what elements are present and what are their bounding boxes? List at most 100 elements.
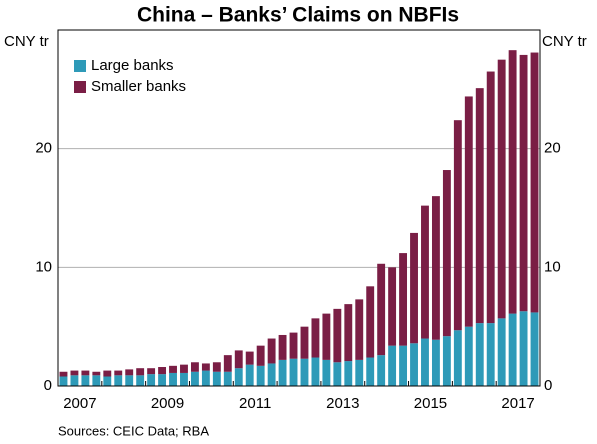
bar xyxy=(245,351,254,365)
bar xyxy=(136,375,145,386)
bar xyxy=(300,358,309,386)
bar xyxy=(431,196,440,340)
x-tick-label: 2007 xyxy=(63,395,96,412)
bar xyxy=(344,361,353,386)
bar xyxy=(497,59,506,319)
bar xyxy=(421,205,429,339)
bar xyxy=(245,364,254,386)
bar xyxy=(464,326,473,386)
bar xyxy=(267,363,276,386)
y2-tick-label: 10 xyxy=(544,258,561,275)
bar xyxy=(508,50,517,314)
bar xyxy=(497,318,506,386)
bar xyxy=(475,323,484,386)
bar xyxy=(81,375,90,386)
bar xyxy=(410,343,418,386)
bar xyxy=(278,359,287,386)
bar xyxy=(147,374,156,386)
bar xyxy=(234,368,243,386)
bar xyxy=(169,372,177,386)
bar xyxy=(289,358,298,386)
y2-tick-label: 0 xyxy=(544,377,552,394)
bar xyxy=(92,371,101,376)
bar xyxy=(223,355,232,372)
chart-title: China – Banks’ Claims on NBFIs xyxy=(137,4,459,27)
bar xyxy=(201,363,210,371)
bar xyxy=(322,313,331,360)
y-tick-label: 10 xyxy=(35,258,52,275)
bar xyxy=(333,308,342,363)
plot-frame xyxy=(57,29,541,387)
bar xyxy=(355,359,364,386)
bar xyxy=(355,299,364,360)
bar xyxy=(464,96,473,327)
bar xyxy=(180,372,188,386)
bar xyxy=(180,364,188,373)
bar xyxy=(234,350,243,369)
bar xyxy=(256,345,265,366)
bar xyxy=(136,368,145,376)
bar xyxy=(421,338,429,386)
bar xyxy=(103,376,112,386)
bar xyxy=(201,370,210,386)
bar xyxy=(147,368,156,375)
bar xyxy=(388,345,397,386)
bar xyxy=(530,312,539,386)
bar xyxy=(453,330,462,386)
bar xyxy=(81,370,90,376)
bar xyxy=(475,88,484,324)
bar xyxy=(289,332,298,359)
bar xyxy=(366,357,375,386)
bar xyxy=(519,54,528,312)
bar xyxy=(223,371,232,386)
y2-tick-label: 20 xyxy=(544,140,561,157)
bar xyxy=(508,313,517,386)
bar xyxy=(311,357,320,386)
bar xyxy=(322,359,331,386)
legend-swatch xyxy=(74,81,86,93)
bar xyxy=(377,263,386,356)
bar xyxy=(190,362,199,372)
bar xyxy=(410,232,418,344)
bar xyxy=(442,170,451,337)
bar xyxy=(311,318,320,358)
bar xyxy=(158,374,167,386)
bar xyxy=(377,355,386,386)
bar xyxy=(70,370,79,376)
bar xyxy=(300,326,309,359)
bar xyxy=(114,370,123,376)
y2-axis-label: CNY tr xyxy=(542,33,587,50)
bar xyxy=(70,375,79,386)
bar xyxy=(59,376,68,386)
bar xyxy=(388,267,397,346)
bar xyxy=(399,345,408,386)
bar xyxy=(431,339,440,386)
bar xyxy=(125,375,134,386)
legend-label: Large banks xyxy=(91,57,174,74)
x-tick-label: 2009 xyxy=(151,395,184,412)
bar xyxy=(486,323,495,386)
bar xyxy=(158,367,167,375)
bar xyxy=(333,362,342,386)
bar xyxy=(125,369,134,376)
bar xyxy=(114,375,123,386)
y-tick-label: 20 xyxy=(35,140,52,157)
bar xyxy=(278,334,287,360)
bar xyxy=(92,375,101,386)
y-axis-label: CNY tr xyxy=(4,33,49,50)
bar xyxy=(519,311,528,386)
x-tick-label: 2011 xyxy=(239,395,271,412)
bar xyxy=(344,304,353,362)
y-tick-label: 0 xyxy=(44,377,52,394)
bar xyxy=(267,338,276,364)
x-tick-label: 2017 xyxy=(501,395,534,412)
bar xyxy=(366,286,375,358)
bar xyxy=(59,371,68,377)
x-tick-label: 2013 xyxy=(326,395,359,412)
legend-label: Smaller banks xyxy=(91,78,186,95)
source: Sources: CEIC Data; RBA xyxy=(58,423,209,438)
bar xyxy=(453,120,462,331)
bar xyxy=(103,370,112,377)
bar xyxy=(256,365,265,386)
